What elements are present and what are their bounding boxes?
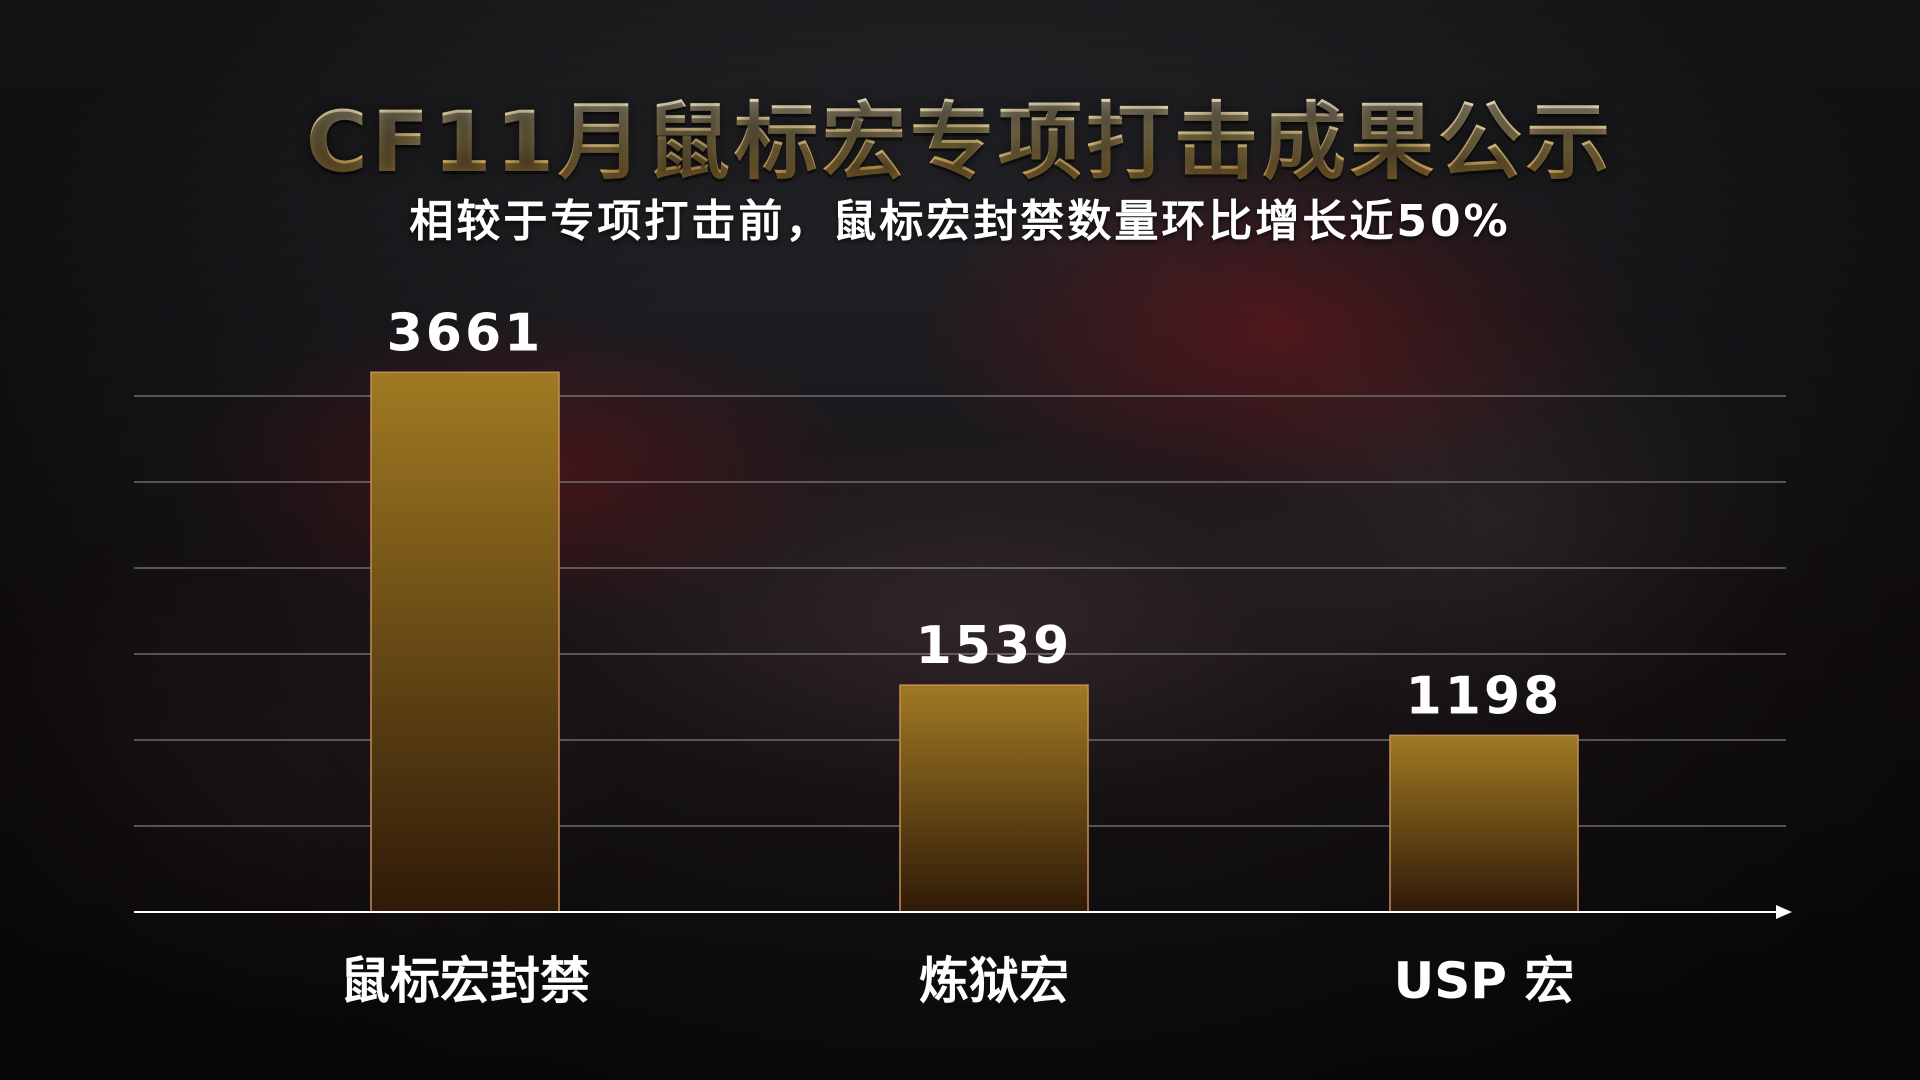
- value-label-3: 1198: [1406, 666, 1563, 726]
- category-label-3: USP 宏: [1394, 952, 1575, 1010]
- value-labels: 3661 1539 1198: [387, 303, 1563, 726]
- x-axis: [134, 905, 1792, 919]
- x-axis-arrow-icon: [1776, 905, 1792, 919]
- bar-1: [370, 371, 560, 913]
- value-label-2: 1539: [916, 616, 1073, 676]
- category-label-2: 炼狱宏: [919, 952, 1069, 1010]
- chart-subtitle: 相较于专项打击前，鼠标宏封禁数量环比增长近50%: [409, 196, 1511, 247]
- category-labels: 鼠标宏封禁 炼狱宏 USP 宏: [340, 952, 1574, 1010]
- value-label-1: 3661: [387, 303, 544, 363]
- chart-title: CF11月鼠标宏专项打击成果公示: [0, 92, 1920, 192]
- chart-title-text: CF11月鼠标宏专项打击成果公示: [306, 93, 1614, 191]
- bars: [370, 371, 1579, 913]
- bar-3: [1389, 734, 1579, 913]
- bar-2: [899, 684, 1089, 913]
- category-label-1: 鼠标宏封禁: [340, 952, 590, 1010]
